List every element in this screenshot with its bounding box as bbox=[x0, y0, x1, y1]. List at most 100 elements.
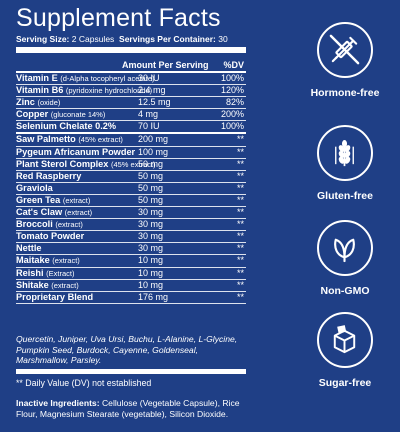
leaf-icon bbox=[317, 220, 373, 276]
nutrient-amount: 2.4 mg bbox=[138, 85, 166, 96]
top-divider bbox=[16, 47, 246, 53]
table-row: Shitake (extract) 10 mg ** bbox=[16, 280, 246, 292]
table-row: Green Tea (extract) 50 mg ** bbox=[16, 194, 246, 208]
header-divider bbox=[16, 71, 246, 73]
nutrient-dv: ** bbox=[236, 231, 244, 242]
nutrient-name: Plant Sterol Complex (45% extract) bbox=[16, 158, 156, 169]
serving-size-label: Serving Size: bbox=[16, 34, 70, 44]
badge-column: Hormone-free Gluten-free bbox=[290, 0, 400, 432]
table-row: Red Raspberry 50 mg ** bbox=[16, 171, 246, 183]
nutrient-dv: ** bbox=[236, 267, 244, 278]
nutrient-amount: 50 mg bbox=[138, 182, 164, 193]
nutrient-amount: 30 mg bbox=[138, 243, 164, 254]
servings-per-container-value: 30 bbox=[218, 34, 228, 44]
badge-label: Sugar-free bbox=[318, 377, 372, 389]
nutrient-dv: 82% bbox=[225, 97, 244, 108]
table-row: Vitamin B6 (pyridoxine hydrochloride) 2.4… bbox=[16, 85, 246, 98]
nutrient-name: Shitake (extract) bbox=[16, 279, 79, 290]
dv-header: %DV bbox=[223, 60, 244, 70]
nutrient-amount: 12.5 mg bbox=[138, 97, 171, 108]
nutrient-dv: ** bbox=[236, 182, 244, 193]
table-row: Pygeum Africanum Powder 100 mg ** bbox=[16, 147, 246, 159]
bottom-divider bbox=[16, 369, 246, 374]
table-row: Broccoli (extract) 30 mg ** bbox=[16, 219, 246, 232]
nutrient-dv: 120% bbox=[220, 85, 244, 96]
nutrient-dv: 100% bbox=[220, 121, 244, 132]
nutrient-name: Zinc (oxide) bbox=[16, 97, 61, 108]
nutrient-dv: ** bbox=[236, 279, 244, 290]
nutrient-amount: 4 mg bbox=[138, 109, 159, 120]
nutrient-name: Cat's Claw (extract) bbox=[16, 207, 93, 218]
nutrient-dv: ** bbox=[236, 219, 244, 230]
nutrient-amount: 50 mg bbox=[138, 194, 164, 205]
badge-hormone-free: Hormone-free bbox=[304, 22, 386, 99]
nutrient-name: Nettle bbox=[16, 243, 42, 254]
table-row: Proprietary Blend 176 mg ** bbox=[16, 292, 246, 304]
table-row: Saw Palmetto (45% extract) 200 mg ** bbox=[16, 134, 246, 147]
table-row: Vitamin E (d-Alpha tocopheryl acetate) 30… bbox=[16, 73, 246, 86]
nutrient-name: Graviola bbox=[16, 182, 53, 193]
badge-sugar-free: Sugar-free bbox=[304, 312, 386, 389]
badge-label: Non-GMO bbox=[320, 285, 370, 297]
nutrient-name: Red Raspberry bbox=[16, 170, 82, 181]
nutrient-name: Vitamin B6 (pyridoxine hydrochloride) bbox=[16, 85, 153, 96]
nutrient-dv: ** bbox=[236, 170, 244, 181]
nutrient-name: Copper (gluconate 14%) bbox=[16, 109, 106, 120]
nutrient-name: Tomato Powder bbox=[16, 231, 85, 242]
table-row: Nettle 30 mg ** bbox=[16, 243, 246, 256]
nutrient-name: Proprietary Blend bbox=[16, 291, 94, 302]
nutrient-amount: 176 mg bbox=[138, 291, 169, 302]
panel-title: Supplement Facts bbox=[16, 4, 221, 32]
table-row: Graviola 50 mg ** bbox=[16, 183, 246, 195]
nutrient-dv: ** bbox=[236, 291, 244, 302]
nutrient-amount: 200 mg bbox=[138, 134, 169, 145]
nutrient-name: Broccoli (extract) bbox=[16, 219, 83, 230]
table-row: Plant Sterol Complex (45% extract) 50 mg *… bbox=[16, 159, 246, 171]
badge-non-gmo: Non-GMO bbox=[304, 220, 386, 297]
nutrient-amount: 30 IU bbox=[138, 73, 160, 83]
table-row: Reishi (Extract) 10 mg ** bbox=[16, 268, 246, 280]
badge-label: Hormone-free bbox=[310, 87, 380, 99]
serving-info: Serving Size: 2 Capsules Servings Per Co… bbox=[16, 34, 228, 44]
nutrient-amount: 10 mg bbox=[138, 267, 164, 278]
nutrient-amount: 30 mg bbox=[138, 219, 164, 230]
badge-label: Gluten-free bbox=[316, 190, 373, 202]
nutrient-table: Vitamin E (d-Alpha tocopheryl acetate) 30… bbox=[16, 73, 246, 304]
nutrient-name: Reishi (Extract) bbox=[16, 267, 75, 278]
nutrient-amount: 70 IU bbox=[138, 121, 160, 132]
blend-ingredients: Quercetin, Juniper, Uva Ursi, Buchu, L-A… bbox=[16, 334, 238, 366]
nutrient-name: Green Tea (extract) bbox=[16, 194, 91, 205]
no-syringe-icon bbox=[317, 22, 373, 78]
table-row: Maitake (extract) 10 mg ** bbox=[16, 255, 246, 268]
nutrient-dv: 200% bbox=[220, 109, 244, 120]
table-row: Copper (gluconate 14%) 4 mg 200% bbox=[16, 109, 246, 122]
nutrient-name: Saw Palmetto (45% extract) bbox=[16, 134, 123, 145]
nutrient-dv: 100% bbox=[220, 73, 244, 83]
nutrient-dv: ** bbox=[236, 194, 244, 205]
nutrient-name: Maitake (extract) bbox=[16, 255, 80, 266]
nutrient-amount: 10 mg bbox=[138, 255, 164, 266]
nutrient-dv: ** bbox=[236, 207, 244, 218]
inactive-ingredients: Inactive Ingredients: Cellulose (Vegetab… bbox=[16, 398, 248, 420]
table-row: Tomato Powder 30 mg ** bbox=[16, 231, 246, 244]
inactive-label: Inactive Ingredients: bbox=[16, 398, 100, 408]
nutrient-dv: ** bbox=[236, 134, 244, 145]
supplement-facts-panel: Supplement Facts Serving Size: 2 Capsule… bbox=[16, 4, 248, 420]
serving-size-value: 2 Capsules bbox=[71, 34, 115, 44]
nutrient-name: Vitamin E (d-Alpha tocopheryl acetate) bbox=[16, 73, 155, 83]
nutrient-amount: 100 mg bbox=[138, 146, 169, 157]
table-row: Zinc (oxide) 12.5 mg 82% bbox=[16, 97, 246, 110]
nutrient-amount: 50 mg bbox=[138, 170, 164, 181]
nutrient-amount: 10 mg bbox=[138, 279, 164, 290]
inactive-text: Cellulose (Vegetable Capsule), Rice Flou… bbox=[16, 398, 240, 419]
nutrient-dv: ** bbox=[236, 158, 244, 169]
nutrient-name: Pygeum Africanum Powder bbox=[16, 146, 136, 157]
servings-per-container-label: Servings Per Container: bbox=[119, 34, 216, 44]
sugar-cube-icon bbox=[317, 312, 373, 368]
nutrient-amount: 30 mg bbox=[138, 207, 164, 218]
amount-header: Amount Per Serving bbox=[122, 60, 209, 70]
dv-note: ** Daily Value (DV) not established bbox=[16, 378, 152, 388]
badge-gluten-free: Gluten-free bbox=[304, 125, 386, 202]
table-header: Amount Per Serving %DV bbox=[16, 60, 246, 72]
table-row: Cat's Claw (extract) 30 mg ** bbox=[16, 207, 246, 220]
